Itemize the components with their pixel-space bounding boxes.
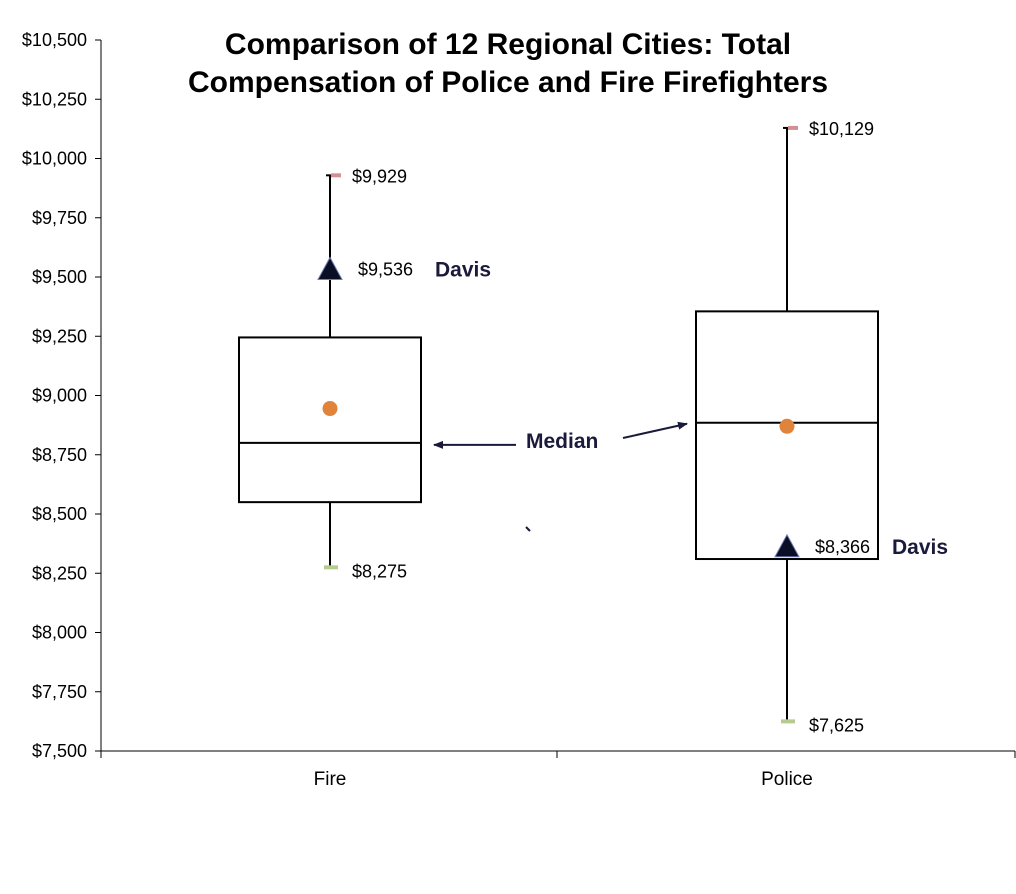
- y-tick-label: $8,250: [32, 563, 87, 583]
- box-fire: $9,929 $8,275 $9,536 Davis: [238, 166, 491, 581]
- min-value-label: $7,625: [809, 715, 864, 735]
- davis-name-label: Davis: [435, 258, 491, 281]
- x-category-label: Police: [761, 769, 813, 790]
- stray-mark: [525, 526, 531, 532]
- davis-name-label: Davis: [892, 536, 948, 559]
- y-tick-label: $9,250: [32, 326, 87, 346]
- min-marker: [781, 719, 795, 724]
- y-tick-label: $9,500: [32, 267, 87, 287]
- y-tick-label: $10,500: [22, 30, 87, 50]
- box-series: $9,929 $8,275 $9,536 Davis $10,129 $7,625 $8,3…: [238, 119, 948, 735]
- davis-marker: [774, 533, 800, 558]
- median-annotation: Median: [433, 421, 688, 532]
- iqr-box: [238, 336, 422, 504]
- box-police: $10,129 $7,625 $8,366 Davis: [695, 119, 948, 735]
- chart-title: Comparison of 12 Regional Cities: Total …: [188, 28, 828, 99]
- y-tick-label: $9,000: [32, 386, 87, 406]
- max-value-label: $10,129: [809, 119, 874, 139]
- y-tick-label: $9,750: [32, 208, 87, 228]
- chart-title-line-2: Compensation of Police and Fire Firefigh…: [188, 66, 828, 99]
- y-tick-label: $10,250: [22, 89, 87, 109]
- mean-marker: [322, 401, 338, 417]
- davis-value-label: $9,536: [358, 259, 413, 279]
- median-label: Median: [526, 430, 598, 453]
- mean-marker: [779, 418, 795, 434]
- davis-value-label: $8,366: [815, 537, 870, 557]
- davis-marker: [317, 256, 343, 280]
- y-tick-label: $8,750: [32, 445, 87, 465]
- max-marker: [331, 173, 341, 178]
- chart-title-line-1: Comparison of 12 Regional Cities: Total: [225, 28, 791, 61]
- y-tick-label: $7,500: [32, 741, 87, 761]
- max-marker: [788, 125, 798, 130]
- axes: $7,500 $7,750 $8,000 $8,250 $8,500 $8,750 $9,0…: [22, 30, 1016, 790]
- min-value-label: $8,275: [352, 561, 407, 581]
- x-category-label: Fire: [314, 769, 347, 790]
- y-tick-label: $8,000: [32, 623, 87, 643]
- y-tick-label: $8,500: [32, 504, 87, 524]
- iqr-box: [695, 310, 879, 561]
- max-value-label: $9,929: [352, 166, 407, 186]
- y-tick-label: $7,750: [32, 682, 87, 702]
- min-marker: [324, 565, 338, 570]
- y-tick-label: $10,000: [22, 149, 87, 169]
- median-arrow-police: [622, 421, 688, 439]
